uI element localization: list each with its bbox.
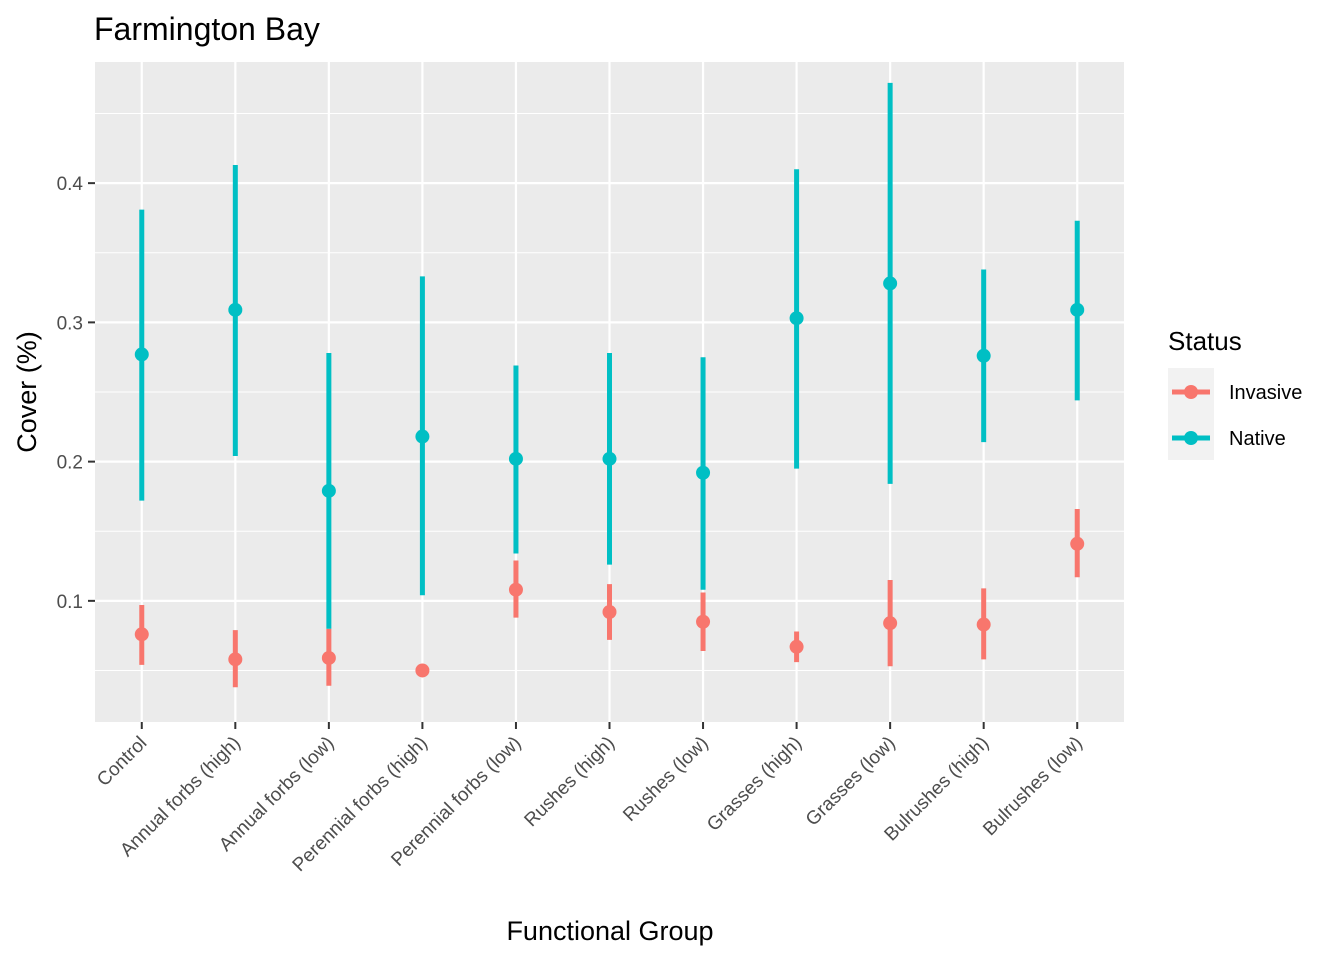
legend-title: Status <box>1168 326 1242 356</box>
data-point <box>134 627 149 642</box>
data-point <box>1070 302 1085 317</box>
data-point <box>696 465 711 480</box>
data-point <box>883 616 898 631</box>
x-tick-label: Control <box>93 733 151 791</box>
legend-label: Invasive <box>1229 382 1302 404</box>
data-point <box>228 302 243 317</box>
y-axis: 0.1 0.2 0.3 0.4 <box>57 174 95 613</box>
data-point <box>602 605 617 619</box>
data-point <box>1070 536 1085 551</box>
data-point <box>976 348 991 363</box>
x-tick-label: Grasses (low) <box>802 733 900 831</box>
x-tick-label: Rushes (high) <box>521 733 619 831</box>
data-point <box>134 347 149 362</box>
x-axis-title: Functional Group <box>506 916 713 946</box>
legend: Status Invasive Native <box>1168 326 1302 460</box>
data-point <box>602 451 617 466</box>
data-point <box>696 614 711 629</box>
data-marks <box>134 82 1085 688</box>
y-tick-label: 0.2 <box>57 453 83 474</box>
data-point <box>789 311 804 326</box>
series-invasive <box>134 508 1085 688</box>
data-point <box>228 652 243 667</box>
legend-label: Native <box>1229 428 1286 450</box>
chart-title: Farmington Bay <box>94 11 320 47</box>
y-tick-label: 0.1 <box>57 592 83 613</box>
data-point <box>415 663 430 678</box>
data-point <box>508 451 523 466</box>
data-point <box>508 582 523 597</box>
data-point <box>321 650 336 665</box>
x-tick-label: Rushes (low) <box>619 733 712 826</box>
y-axis-title: Cover (%) <box>12 331 42 453</box>
x-tick-label: Bulrushes (low) <box>979 733 1086 840</box>
legend-key-background <box>1168 368 1214 460</box>
data-point <box>415 429 430 444</box>
series-native <box>134 82 1085 629</box>
legend-key-point <box>1184 385 1198 399</box>
data-point <box>883 276 898 291</box>
legend-key-point <box>1184 431 1198 445</box>
x-tick-label: Grasses (high) <box>703 733 806 836</box>
y-tick-label: 0.4 <box>57 174 84 195</box>
data-point <box>789 639 804 654</box>
data-point <box>976 617 991 632</box>
y-tick-label: 0.3 <box>57 313 83 334</box>
data-point <box>321 483 336 498</box>
